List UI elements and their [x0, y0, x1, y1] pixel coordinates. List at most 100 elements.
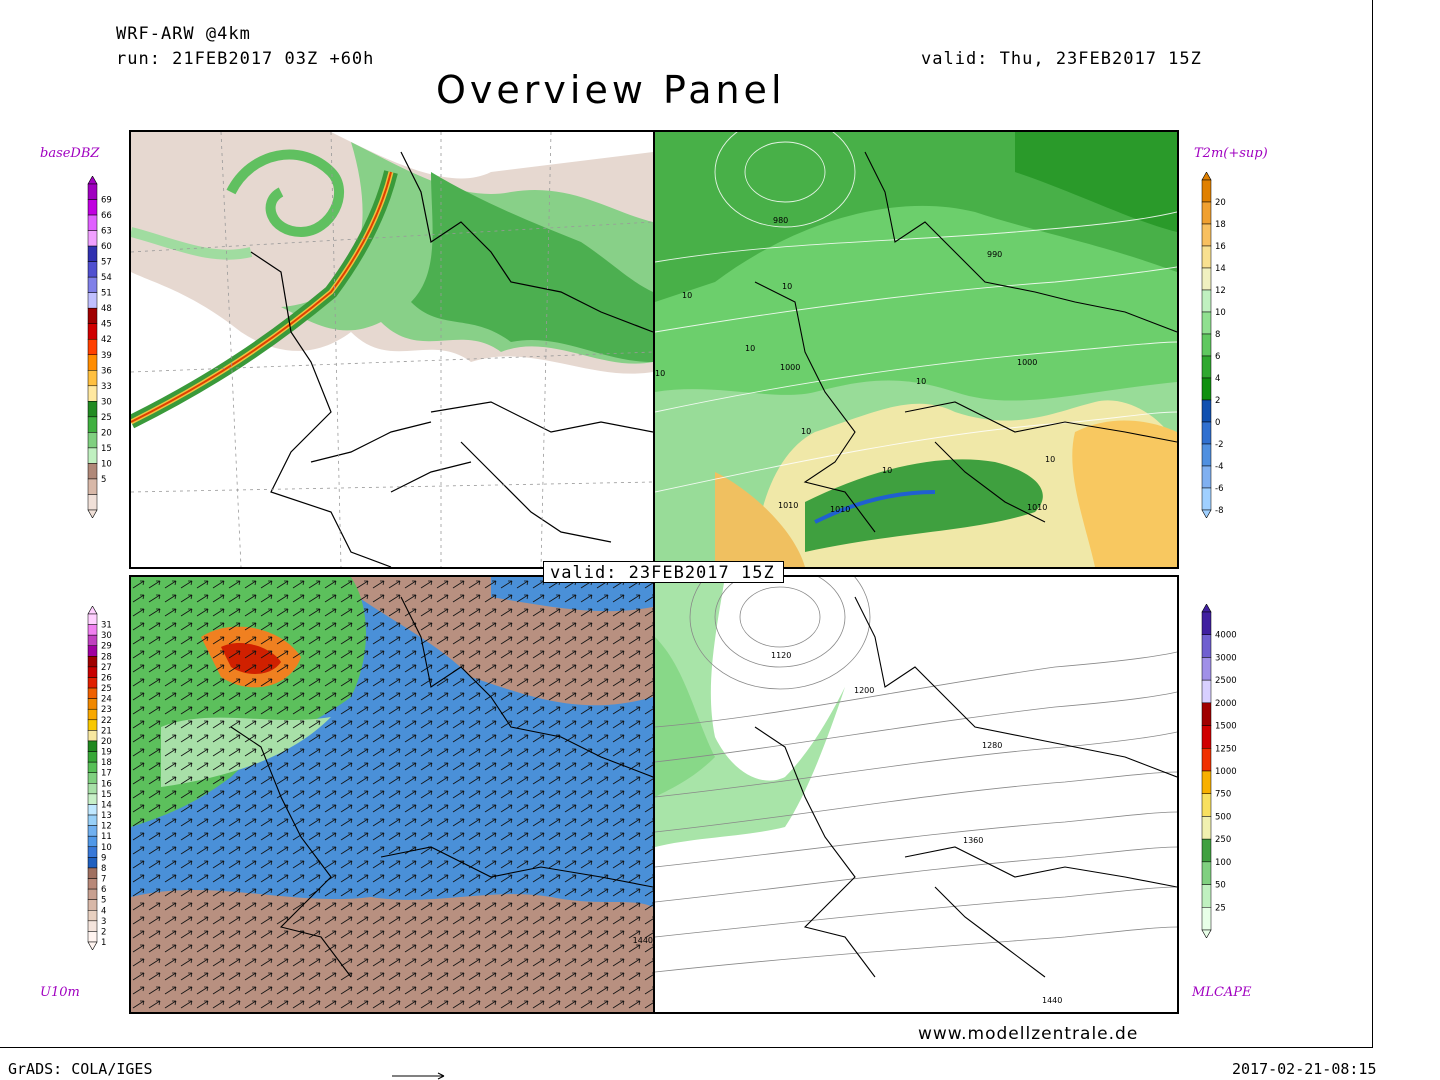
colorbar-tick-label: 33 [101, 382, 112, 392]
colorbar-swatch [87, 634, 98, 646]
colorbar-tick-label: 20 [101, 428, 112, 438]
colorbar-tick-label: 500 [1215, 812, 1231, 822]
colorbar-swatch [1201, 267, 1212, 291]
colorbar-tick-label: 1 [101, 938, 106, 948]
colorbar-swatch [87, 416, 98, 433]
colorbar-tick-label: 25 [101, 413, 112, 423]
contour-label: 10 [682, 291, 692, 300]
colorbar-swatch [87, 857, 98, 869]
contour-label: 1120 [771, 651, 791, 660]
colorbar-tick-label: 10 [101, 459, 112, 469]
colorbar-swatch [87, 494, 98, 511]
colorbar-swatch [87, 804, 98, 816]
colorbar-tick-label: 750 [1215, 790, 1231, 800]
contour-label: 10 [782, 282, 792, 291]
colorbar-swatch [1201, 770, 1212, 794]
colorbar-tick-label: 12 [1215, 286, 1226, 296]
colorbar-swatch [1201, 748, 1212, 772]
colorbar-tick-label: 4000 [1215, 631, 1237, 641]
colorbar-tick-label: 1500 [1215, 722, 1237, 732]
contour-label: 10 [1045, 455, 1055, 464]
colorbar-swatch [1201, 399, 1212, 423]
run-label: run: 21FEB2017 03Z +60h [116, 49, 375, 69]
colorbar-tick-label: 51 [101, 289, 112, 299]
colorbar-tick-label: 23 [101, 705, 112, 715]
contour-label: 1010 [778, 501, 798, 510]
colorbar-swatch [87, 814, 98, 826]
contour-label: 1000 [780, 363, 800, 372]
colorbar-swatch [87, 230, 98, 247]
page-title: Overview Panel [436, 68, 786, 112]
colorbar-swatch [1201, 838, 1212, 863]
colorbar-swatch [87, 613, 98, 625]
colorbar-tick-label: 12 [101, 822, 112, 832]
contour-label: 10 [745, 344, 755, 353]
colorbar-swatch [1201, 634, 1212, 658]
panel-label-u10m: U10m [40, 985, 80, 1000]
contour-label: 1440 [633, 936, 653, 945]
colorbar-swatch [87, 214, 98, 231]
contour-label: 10 [916, 377, 926, 386]
colorbar-swatch [87, 888, 98, 900]
colorbar-tick-label: 5 [101, 475, 106, 485]
colorbar-tick-label: 29 [101, 642, 112, 652]
temperature-2m-map: 980 990 1000 1000 1010 1010 1010 10 10 1… [653, 130, 1179, 569]
colorbar-swatch [87, 931, 98, 943]
colorbar-tick-label: 20 [101, 737, 112, 747]
colorbar-tick-label: 50 [1215, 881, 1226, 891]
colorbar-swatch [87, 370, 98, 387]
colorbar-tick-label: 10 [1215, 308, 1226, 318]
colorbar-swatch [87, 338, 98, 356]
colorbar-swatch [87, 751, 98, 763]
colorbar-swatch [1201, 201, 1212, 225]
colorbar-tick-label: 20 [1215, 198, 1226, 208]
colorbar-tick-label: 63 [101, 227, 112, 237]
colorbar-swatch [87, 276, 98, 293]
colorbar-tick-label: 14 [101, 800, 112, 810]
colorbar-swatch [1201, 611, 1212, 635]
contour-label: 1000 [1017, 358, 1037, 367]
colorbar-swatch [87, 292, 98, 309]
colorbar-swatch [87, 307, 98, 324]
colorbar-tip-top [1201, 604, 1212, 613]
colorbar-swatch [1201, 333, 1212, 357]
colorbar-tick-label: 25 [101, 684, 112, 694]
colorbar-tick-label: 25 [1215, 903, 1226, 913]
colorbar-swatch [87, 656, 98, 668]
colorbar-tick-label: 6 [101, 885, 106, 895]
colorbar-swatch [87, 730, 98, 742]
colorbar-u10m: 3130292827262524232221201918171615141312… [87, 606, 112, 950]
colorbar-tick-label: -2 [1215, 440, 1223, 450]
colorbar-tick-label: 15 [101, 444, 112, 454]
colorbar-swatch [87, 687, 98, 699]
colorbar-tick-label: 36 [101, 366, 112, 376]
colorbar-tip-bottom [87, 509, 98, 518]
colorbar-tick-label: 16 [1215, 242, 1226, 252]
colorbar-swatch [1201, 487, 1212, 511]
colorbar-swatch [87, 463, 98, 480]
mlcape-map: 1120 1200 1280 1360 1440 [653, 575, 1179, 1014]
colorbar-basedbz: 69 66 63 60 57 54 51 48 45 42 39 36 33 30 25 20 15 10 5 [87, 176, 112, 518]
contour-label: 1200 [854, 686, 874, 695]
colorbar-swatch [1201, 793, 1212, 817]
colorbar-tick-label: 2 [1215, 396, 1220, 406]
contour-label: 10 [882, 466, 892, 475]
valid-label: valid: Thu, 23FEB2017 15Z [921, 49, 1202, 69]
colorbar-swatch [87, 846, 98, 858]
colorbar-tick-label: 5 [101, 896, 106, 906]
colorbar-tick-label: 6 [1215, 352, 1220, 362]
colorbar-tick-label: 31 [101, 621, 112, 631]
colorbar-swatch [87, 245, 98, 262]
colorbar-swatch [87, 793, 98, 805]
colorbar-swatch [1201, 465, 1212, 489]
contour-label: 1010 [830, 505, 850, 514]
colorbar-tick-label: 3 [101, 917, 106, 927]
colorbar-swatch [1201, 377, 1212, 401]
contour-label: 1440 [1042, 996, 1062, 1005]
colorbar-swatch [87, 867, 98, 879]
mlcape-map-graphic: 1120 1200 1280 1360 1440 [655, 577, 1177, 1012]
colorbar-swatch [1201, 421, 1212, 445]
colorbar-tick-label: 8 [101, 864, 106, 874]
colorbar-tick-label: 66 [101, 211, 112, 221]
